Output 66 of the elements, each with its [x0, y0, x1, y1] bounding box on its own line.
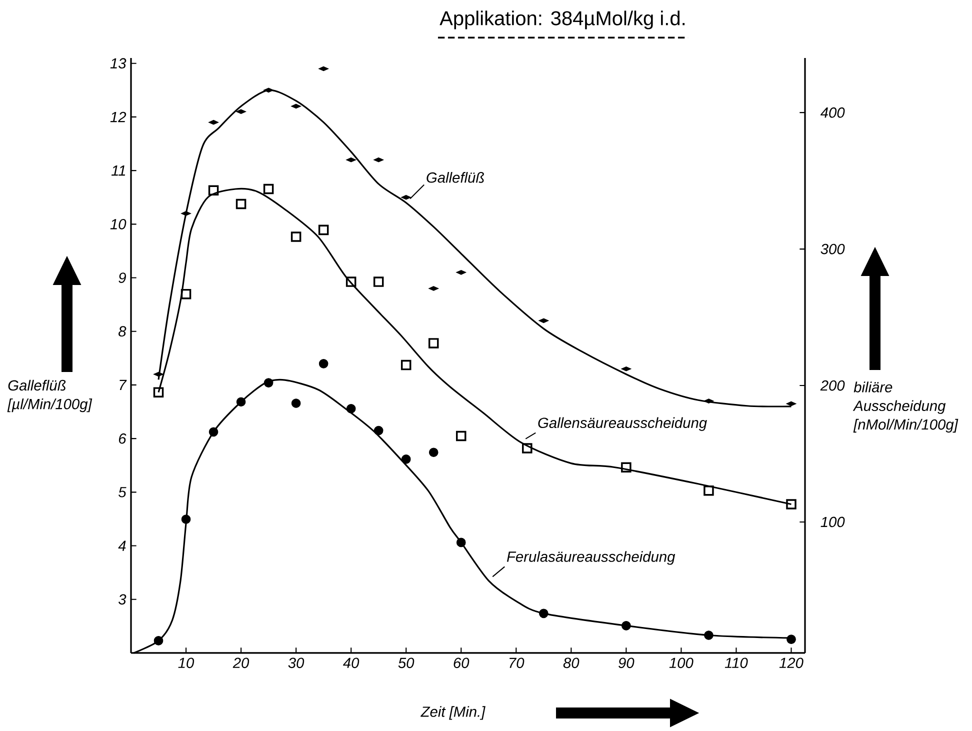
point — [704, 630, 714, 640]
x-axis-title: Zeit [Min.] — [420, 706, 486, 720]
x-tick-label: 20 — [232, 658, 250, 668]
x-tick-label: 60 — [454, 658, 470, 668]
x-tick-label: 40 — [343, 658, 360, 668]
point — [263, 184, 274, 194]
point — [318, 224, 329, 236]
y-tick-label: 9 — [118, 272, 126, 283]
point — [180, 288, 192, 300]
y2-tick-label: 200 — [820, 380, 845, 391]
point — [786, 634, 796, 644]
point — [622, 621, 631, 630]
point — [153, 387, 164, 398]
point — [704, 485, 714, 496]
point — [522, 443, 532, 454]
point — [346, 404, 356, 414]
point — [346, 276, 356, 287]
point — [290, 232, 302, 242]
point — [428, 338, 439, 348]
point — [236, 198, 246, 210]
point — [401, 454, 411, 464]
point — [400, 360, 412, 370]
x-tick-label: 30 — [288, 658, 304, 668]
y-tick-label: 7 — [120, 380, 127, 390]
y-tick-label: 4 — [118, 540, 126, 551]
y-tick-label: 6 — [118, 433, 126, 444]
x-tick-label: 110 — [724, 658, 748, 668]
series-label: Galleflüß — [426, 172, 484, 183]
y2-tick-label: 300 — [820, 244, 845, 254]
x-tick-label: 120 — [779, 658, 804, 668]
point — [621, 462, 632, 473]
point — [456, 538, 466, 548]
point — [291, 398, 301, 408]
x-tick-label: 90 — [618, 658, 634, 668]
y-tick-label: 12 — [110, 112, 126, 122]
x-tick-label: 80 — [563, 658, 580, 668]
series-label: Gallensäureausscheidung — [538, 417, 707, 431]
x-tick-label: 70 — [510, 658, 524, 668]
point — [786, 499, 796, 510]
point — [208, 185, 219, 196]
y2-tick-label: 400 — [820, 107, 845, 118]
x-tick-label: 50 — [398, 658, 414, 668]
y-axis-title: Galleflüß [µl/Min/100g] — [7, 380, 92, 412]
chart-title: Applikation: 384µMol/kg i.d. — [440, 10, 685, 30]
point — [428, 448, 438, 458]
point — [538, 608, 548, 618]
x-tick-label: 10 — [178, 658, 194, 668]
point — [181, 514, 191, 524]
point — [456, 430, 466, 442]
x-tick-label: 100 — [669, 658, 694, 668]
y-tick-label: 5 — [118, 487, 126, 498]
y-tick-label: 13 — [110, 58, 126, 69]
point — [208, 427, 218, 437]
y-tick-label: 10 — [110, 218, 126, 230]
y-tick-label: 3 — [118, 594, 126, 605]
point — [318, 359, 328, 368]
point — [154, 636, 164, 646]
point — [374, 426, 384, 436]
point — [264, 378, 274, 388]
y-tick-label: 11 — [111, 166, 126, 176]
y2-axis-title: biliäre Ausscheidung [nMol/Min/100g] — [852, 382, 958, 433]
point — [373, 276, 384, 287]
point — [236, 397, 246, 407]
series-label: Ferulasäureausscheidung — [506, 551, 676, 565]
y-tick-label: 8 — [118, 326, 126, 337]
y2-tick-label: 100 — [820, 516, 845, 528]
